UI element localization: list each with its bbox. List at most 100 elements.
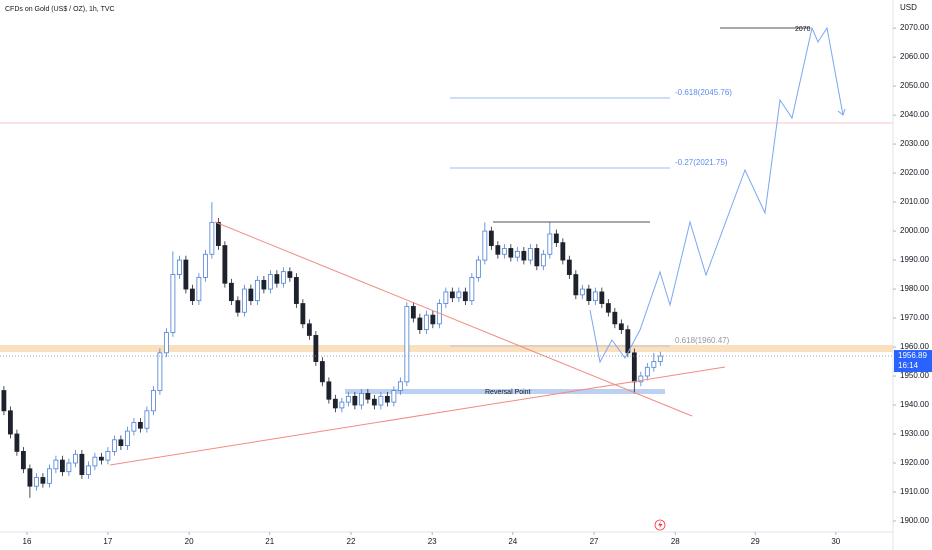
- candle-body: [365, 393, 371, 400]
- candle-body: [579, 288, 585, 296]
- x-tick-label: 16: [23, 537, 32, 546]
- candle-body: [228, 282, 234, 302]
- candle-body: [215, 221, 221, 246]
- candle-body: [202, 253, 208, 278]
- candle-body: [488, 230, 494, 246]
- candle-body: [20, 451, 26, 470]
- y-tick-label: 2050.00: [900, 81, 929, 90]
- last-price-label: 1956.89: [898, 351, 927, 360]
- y-tick-label: 2060.00: [900, 52, 929, 61]
- x-tick-label: 30: [831, 537, 840, 546]
- x-tick-label: 27: [590, 537, 599, 546]
- trendline: [109, 366, 726, 466]
- candle-body: [209, 221, 215, 255]
- candle-body: [131, 422, 137, 432]
- candle-body: [300, 303, 306, 325]
- candle-body: [534, 248, 540, 267]
- candle-body: [137, 422, 143, 429]
- candle-body: [53, 459, 59, 470]
- candles: [1, 202, 663, 498]
- candle-body: [605, 303, 611, 313]
- candle-body: [235, 300, 241, 313]
- x-tick-label: 17: [103, 537, 112, 546]
- x-tick-label: 22: [347, 537, 356, 546]
- candle-body: [378, 395, 384, 406]
- candle-body: [248, 288, 254, 302]
- candle-body: [150, 390, 156, 412]
- candle-body: [189, 288, 195, 302]
- countdown-label: 16:14: [898, 361, 919, 370]
- candle-body: [527, 248, 533, 261]
- candle-body: [124, 430, 130, 447]
- candle-body: [482, 230, 488, 261]
- candle-body: [508, 248, 514, 258]
- candle-body: [423, 314, 429, 331]
- alert-icon-bolt: [658, 521, 663, 529]
- candle-body: [105, 451, 111, 461]
- candle-body: [566, 259, 572, 275]
- candle-body: [651, 361, 657, 368]
- candle-body: [85, 465, 91, 475]
- candle-body: [573, 274, 579, 296]
- y-tick-label: 1920.00: [900, 458, 929, 467]
- projection-arrow: [837, 108, 846, 116]
- candle-body: [553, 233, 559, 244]
- y-tick-label: 2070.00: [900, 23, 929, 32]
- candle-body: [280, 271, 286, 284]
- candle-body: [46, 468, 52, 484]
- candle-body: [404, 306, 410, 383]
- candle-body: [293, 277, 299, 304]
- y-tick-label: 1950.00: [900, 371, 929, 380]
- candle-body: [345, 395, 351, 403]
- x-tick-label: 24: [508, 537, 517, 546]
- candle-body: [540, 253, 546, 267]
- candle-body: [599, 291, 605, 304]
- candle-body: [287, 271, 293, 278]
- candle-body: [417, 317, 423, 331]
- y-tick-label: 1970.00: [900, 313, 929, 322]
- candle-body: [183, 259, 189, 290]
- candle-body: [222, 245, 228, 284]
- candle-body: [547, 233, 553, 255]
- candle-body: [241, 288, 247, 313]
- candle-body: [456, 291, 462, 299]
- candle-body: [176, 259, 182, 275]
- candle-body: [391, 390, 397, 403]
- candle-body: [79, 453, 85, 475]
- candle-body: [358, 393, 364, 406]
- target-label: 2070: [795, 26, 811, 33]
- candle-body: [59, 459, 65, 473]
- y-axis-label: USD: [900, 3, 917, 12]
- candle-body: [475, 259, 481, 278]
- reversal-label: Reversal Point: [485, 389, 531, 396]
- candle-body: [170, 274, 176, 333]
- candle-body: [326, 381, 332, 400]
- candle-body: [430, 314, 436, 325]
- y-tick-label: 1900.00: [900, 516, 929, 525]
- trendline: [214, 221, 693, 417]
- y-tick-label: 2040.00: [900, 110, 929, 119]
- chart-title: CFDs on Gold (US$ / OZ), 1h, TVC: [5, 6, 115, 13]
- candle-body: [449, 291, 455, 299]
- candle-body: [462, 291, 468, 302]
- candle-body: [72, 453, 78, 464]
- candle-body: [27, 468, 33, 487]
- candle-body: [40, 477, 46, 484]
- candle-body: [657, 355, 663, 362]
- candle-body: [521, 250, 527, 261]
- candle-body: [163, 332, 169, 354]
- x-tick-label: 21: [265, 537, 274, 546]
- candle-body: [157, 352, 163, 391]
- candle-body: [410, 306, 416, 319]
- candle-body: [111, 439, 117, 452]
- x-tick-label: 29: [751, 537, 760, 546]
- candle-body: [618, 323, 624, 331]
- candle-body: [501, 248, 507, 255]
- candle-body: [33, 477, 39, 487]
- y-tick-label: 1940.00: [900, 400, 929, 409]
- last-price-box: [894, 350, 932, 373]
- candle-body: [638, 375, 644, 383]
- candle-body: [631, 352, 637, 383]
- candle-body: [514, 250, 520, 258]
